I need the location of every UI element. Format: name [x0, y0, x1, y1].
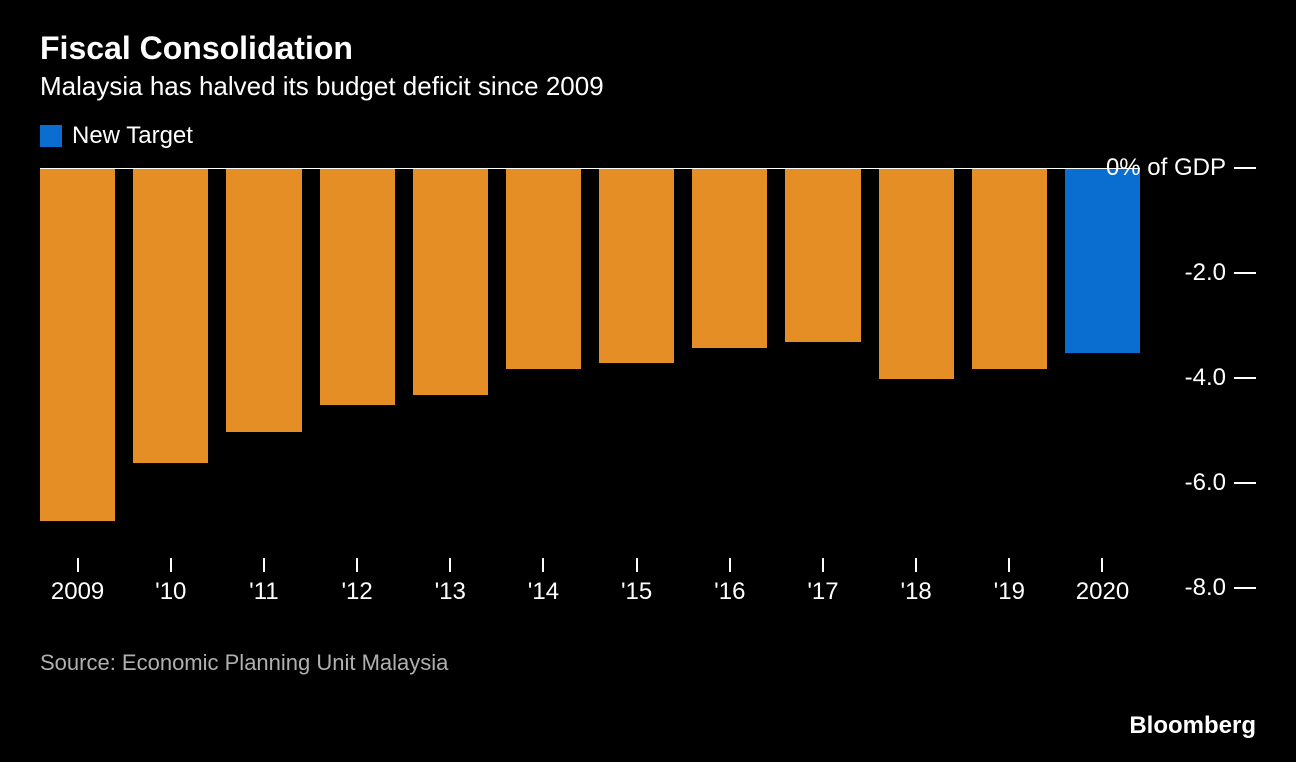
- x-tick-label: '11: [249, 578, 279, 606]
- x-tick-mark: [1101, 558, 1103, 572]
- x-tick: '14: [506, 558, 581, 606]
- x-tick-mark: [1008, 558, 1010, 572]
- bar: [320, 169, 395, 405]
- x-tick: '13: [413, 558, 488, 606]
- x-tick-mark: [822, 558, 824, 572]
- x-tick-mark: [729, 558, 731, 572]
- bars-group: [40, 169, 1140, 589]
- y-tick: -8.0: [1166, 574, 1256, 602]
- bar: [785, 169, 860, 342]
- x-tick-label: '15: [621, 578, 652, 606]
- y-tick-line: [1234, 272, 1256, 274]
- bar: [226, 169, 301, 432]
- bar: [972, 169, 1047, 369]
- y-axis: 0% of GDP-2.0-4.0-6.0-8.0: [1140, 168, 1256, 608]
- chart-subtitle: Malaysia has halved its budget deficit s…: [40, 71, 1256, 102]
- x-tick-mark: [356, 558, 358, 572]
- bar: [40, 169, 115, 521]
- x-tick: '19: [972, 558, 1047, 606]
- x-tick-mark: [449, 558, 451, 572]
- x-tick-mark: [542, 558, 544, 572]
- x-tick-label: '18: [900, 578, 931, 606]
- x-axis: 2009 '10 '11 '12 '13 '14 '15 '16 '17 '18 '19 2020: [40, 558, 1140, 618]
- bar: [133, 169, 208, 463]
- legend-label: New Target: [72, 122, 193, 150]
- x-tick: '16: [692, 558, 767, 606]
- x-tick: '18: [879, 558, 954, 606]
- y-tick: -6.0: [1166, 469, 1256, 497]
- x-tick-label: 2009: [51, 578, 104, 606]
- y-tick: -2.0: [1166, 259, 1256, 287]
- y-tick-label: 0% of GDP: [1106, 154, 1226, 182]
- bar: [692, 169, 767, 348]
- x-tick: '12: [320, 558, 395, 606]
- bar: [599, 169, 674, 363]
- y-tick-label: -6.0: [1166, 469, 1226, 497]
- x-tick-label: '14: [528, 578, 559, 606]
- x-tick: '17: [785, 558, 860, 606]
- x-tick-mark: [915, 558, 917, 572]
- chart-container: Fiscal Consolidation Malaysia has halved…: [0, 0, 1296, 762]
- x-tick: '11: [226, 558, 301, 606]
- x-tick-label: '12: [341, 578, 372, 606]
- plot-area: [40, 168, 1140, 608]
- x-tick-label: 2020: [1076, 578, 1129, 606]
- legend-swatch: [40, 125, 62, 147]
- y-tick-label: -8.0: [1166, 574, 1226, 602]
- x-tick-mark: [636, 558, 638, 572]
- x-tick-label: '16: [714, 578, 745, 606]
- chart-title: Fiscal Consolidation: [40, 30, 1256, 67]
- y-tick-label: -2.0: [1166, 259, 1226, 287]
- x-ticks-group: 2009 '10 '11 '12 '13 '14 '15 '16 '17 '18 '19 2020: [40, 558, 1140, 606]
- y-tick-label: -4.0: [1166, 364, 1226, 392]
- x-tick: '15: [599, 558, 674, 606]
- chart-area: 0% of GDP-2.0-4.0-6.0-8.0 2009'10'11'12'…: [40, 168, 1256, 618]
- source-text: Source: Economic Planning Unit Malaysia: [40, 650, 1256, 676]
- x-tick-label: '13: [435, 578, 466, 606]
- legend: New Target: [40, 122, 1256, 150]
- x-tick-label: '10: [155, 578, 186, 606]
- x-tick: 2020: [1065, 558, 1140, 606]
- y-tick: -4.0: [1166, 364, 1256, 392]
- x-tick-label: '19: [994, 578, 1025, 606]
- y-tick-line: [1234, 587, 1256, 589]
- y-tick-line: [1234, 167, 1256, 169]
- y-tick-line: [1234, 377, 1256, 379]
- bar: [879, 169, 954, 379]
- x-tick-mark: [170, 558, 172, 572]
- brand-label: Bloomberg: [1129, 712, 1256, 740]
- y-tick-line: [1234, 482, 1256, 484]
- x-tick-mark: [77, 558, 79, 572]
- y-tick: 0% of GDP: [1106, 154, 1256, 182]
- bar: [506, 169, 581, 369]
- bar: [413, 169, 488, 395]
- bar: [1065, 169, 1140, 353]
- x-tick: 2009: [40, 558, 115, 606]
- x-tick: '10: [133, 558, 208, 606]
- x-tick-mark: [263, 558, 265, 572]
- x-tick-label: '17: [807, 578, 838, 606]
